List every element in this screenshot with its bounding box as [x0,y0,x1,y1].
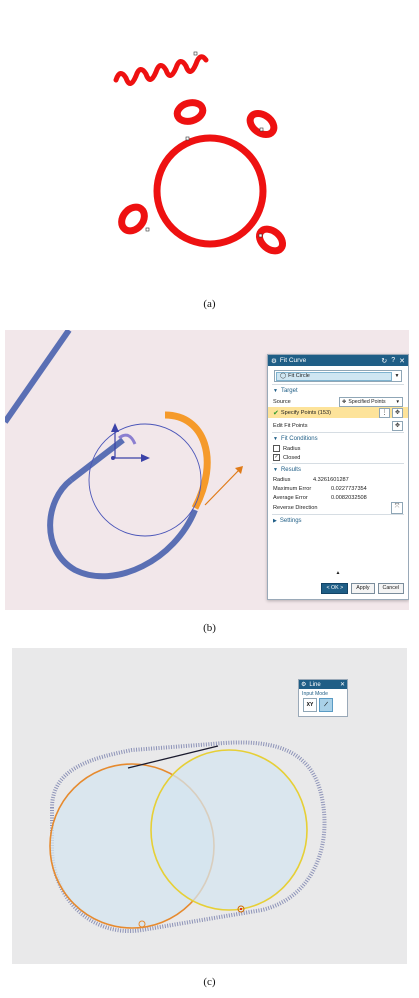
red-marker [237,905,245,913]
close-icon[interactable]: ✕ [339,682,345,688]
red-curves-figure [113,51,287,255]
dialog-titlebar: ⚙ Fit Curve ↻ ? ✕ [268,355,408,366]
closed-checkbox[interactable]: ✓ [273,454,280,461]
panel-b-fit-curve: ⚙ Fit Curve ↻ ? ✕ ◯ Fit Circle ▼ ▼ Target … [5,330,409,610]
line-dialog: ⚙ Line ✕ Input Mode XY ⟋ [298,679,348,717]
point-dialog-button[interactable]: ⋮ [379,407,390,418]
checkmark-icon: ✔ [273,409,279,417]
fit-type-value: Fit Circle [288,373,310,379]
caption-b: (b) [203,622,216,634]
reset-icon[interactable]: ↻ [381,357,388,365]
edit-fit-points-button[interactable]: ✥ [392,420,403,431]
apply-button[interactable]: Apply [351,582,375,594]
endpoint-marker [193,51,198,56]
source-label: Source [273,398,291,405]
point-cloud-view[interactable] [5,330,409,610]
blue-point-strip-u [47,477,198,580]
fitted-circle [88,423,202,537]
fit-type-select[interactable]: ◯ Fit Circle ▼ [274,370,402,382]
avg-error-value: 0.0082032508 [331,494,367,501]
source-dropdown[interactable]: ✥ Specified Points ▼ [339,396,403,407]
section-settings[interactable]: ▶ Settings [273,518,302,524]
specify-points-row[interactable]: ✔ Specify Points (153) ⋮ ✥ [268,407,408,418]
panel-c-line: ⚙ Line ✕ Input Mode XY ⟋ [12,648,407,964]
endpoint-marker [259,127,264,132]
max-error-value: 0.0227737354 [331,485,367,492]
radius-checkbox-row[interactable]: Radius [268,444,408,453]
orange-selected-points [164,411,211,510]
orange-marker [138,920,146,928]
closed-checkbox-row[interactable]: ✓ Closed [273,454,301,461]
blue-point-strip-left [69,437,125,483]
gear-icon: ⚙ [271,357,277,365]
blue-point-strip-upper [5,330,72,424]
line-dialog-title: Line [309,681,321,688]
xy-mode-button[interactable]: XY [303,698,317,712]
circles-view[interactable] [12,648,407,964]
collapse-arrow-icon[interactable]: ▲ [335,570,341,576]
radius-result-label: Radius [273,476,291,483]
section-target[interactable]: ▼ Target [273,388,298,394]
section-fit-conditions[interactable]: ▼ Fit Conditions [273,436,318,442]
reverse-direction-label: Reverse Direction [273,504,318,511]
specify-points-label: Specify Points (153) [280,409,331,416]
small-loop-right [246,110,278,138]
points-icon: ✥ [342,398,347,405]
reverse-direction-button[interactable]: ⤧ [391,501,403,514]
small-loop-top [173,99,207,125]
line-dialog-titlebar: ⚙ Line ✕ [299,680,347,689]
caption-c: (c) [203,976,216,988]
edit-fit-points-label: Edit Fit Points [273,422,308,429]
small-loop-left [118,203,148,235]
rotate-handle [118,433,137,445]
yellow-fit-circle [150,749,308,911]
point-snap-button[interactable]: ✥ [392,407,403,418]
input-mode-label: Input Mode [302,691,328,697]
parametric-mode-button[interactable]: ⟋ [319,698,333,712]
dialog-title: Fit Curve [279,357,307,364]
zigzag-curve [113,54,209,86]
chevron-down-icon: ▼ [394,373,400,379]
help-icon[interactable]: ? [391,357,396,364]
endpoint-marker [145,227,150,232]
section-results[interactable]: ▼ Results [273,467,301,473]
caption-a: (a) [203,298,216,310]
gear-icon: ⚙ [301,682,307,688]
max-error-label: Maximum Error [273,485,312,492]
fit-curve-dialog: ⚙ Fit Curve ↻ ? ✕ ◯ Fit Circle ▼ ▼ Target … [267,354,409,600]
small-loop-bottom [255,225,287,255]
radius-checkbox[interactable] [273,445,280,452]
endpoint-marker [185,136,190,141]
close-icon[interactable]: ✕ [399,357,405,365]
panel-a-red-curves [0,0,419,290]
center-point [111,456,115,460]
chevron-down-icon: ▼ [395,399,400,404]
avg-error-label: Average Error [273,494,308,501]
radius-result-value: 4.3261601287 [313,476,349,483]
endpoint-marker [258,233,263,238]
circle-icon: ◯ [280,373,287,379]
tangent-line [127,745,219,769]
big-circle [153,134,267,248]
cancel-button[interactable]: Cancel [377,582,404,594]
direction-arrow [204,469,240,506]
ok-button[interactable]: < OK > [321,582,349,594]
